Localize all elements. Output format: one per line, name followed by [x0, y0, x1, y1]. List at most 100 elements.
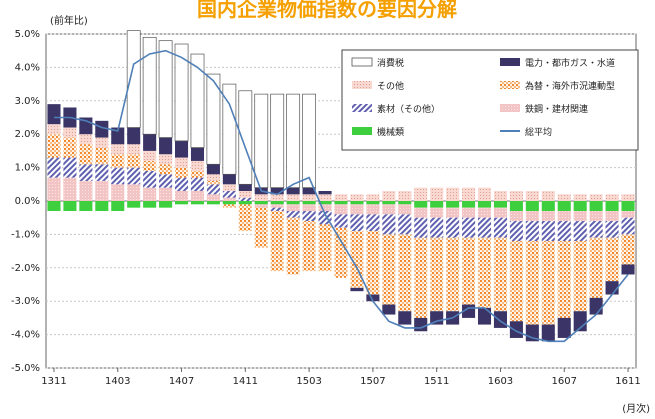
- bar-segment: [573, 241, 587, 312]
- x-tick-label: 1407: [169, 376, 194, 387]
- bar-segment: [605, 221, 619, 238]
- bar-segment: [414, 187, 428, 201]
- bar-segment: [462, 217, 476, 238]
- bar-segment: [366, 194, 380, 201]
- bar-segment: [175, 201, 189, 205]
- bar-segment: [382, 234, 396, 305]
- bar-segment: [175, 140, 189, 158]
- bar-segment: [589, 237, 603, 298]
- bar-segment: [334, 201, 348, 205]
- bar-segment: [47, 201, 61, 212]
- bar-segment: [366, 214, 380, 232]
- bar-segment: [589, 221, 603, 238]
- legend-swatch: [351, 57, 373, 67]
- bar-segment: [621, 211, 635, 218]
- bar-segment: [382, 304, 396, 315]
- bar-segment: [605, 211, 619, 222]
- bar-segment: [174, 43, 189, 142]
- bar-segment: [238, 197, 252, 201]
- bar-segment: [286, 217, 300, 275]
- legend-label: 電力・都市ガス・水道: [525, 57, 615, 69]
- bar-segment: [159, 187, 173, 201]
- bar-segment: [175, 157, 189, 168]
- bar-segment: [126, 30, 141, 128]
- legend-swatch: [352, 127, 372, 135]
- x-tick-label: 1411: [233, 376, 258, 387]
- bar-segment: [111, 201, 125, 212]
- bar-segment: [190, 201, 205, 205]
- series-line-average: [54, 49, 629, 343]
- bar-segment: [127, 167, 141, 185]
- y-tick-label: -3.0%: [11, 296, 40, 307]
- y-tick-label: -1.0%: [11, 229, 40, 240]
- bar-segment: [350, 214, 364, 232]
- bar-segment: [398, 201, 412, 205]
- bar-segment: [47, 157, 61, 178]
- bar-segment: [127, 154, 141, 168]
- chart-title-banner: 国内企業物価指数の要因分解: [0, 0, 655, 20]
- bar-segment: [206, 201, 220, 205]
- legend-swatch: [500, 81, 520, 89]
- y-tick-label: 5.0%: [15, 29, 40, 40]
- bar-segment: [477, 307, 492, 325]
- bar-segment: [414, 207, 428, 218]
- bar-segment: [573, 201, 587, 212]
- bar-segment: [47, 177, 61, 201]
- x-axis-label: (月次): [622, 402, 650, 415]
- bar-segment: [302, 93, 316, 188]
- bar-segment: [509, 221, 523, 242]
- bar-segment: [477, 237, 492, 308]
- legend-label: 機械類: [377, 126, 404, 138]
- bar-segment: [143, 150, 157, 161]
- bar-segment: [302, 187, 316, 195]
- bar-segment: [79, 201, 93, 212]
- bar-segment: [190, 147, 205, 161]
- bar-segment: [605, 201, 619, 212]
- bar-segment: [382, 201, 396, 205]
- bar-segment: [127, 127, 141, 145]
- bar-segment: [477, 217, 492, 238]
- x-tick-label: 1503: [296, 376, 321, 387]
- bar-segment: [270, 187, 284, 195]
- bar-segment: [509, 321, 523, 338]
- bar-segment: [63, 137, 77, 158]
- bar-segment: [366, 294, 380, 302]
- bar-segment: [509, 211, 523, 222]
- bar-segment: [206, 174, 220, 181]
- bar-segment: [509, 241, 523, 322]
- line-layer: [54, 49, 629, 343]
- bar-segment: [334, 194, 348, 201]
- bar-segment: [525, 221, 539, 242]
- bar-segment: [222, 83, 237, 175]
- bar-segment: [605, 237, 619, 282]
- bar-segment: [63, 201, 77, 212]
- bar-segment: [462, 237, 476, 305]
- bar-segment: [222, 190, 236, 198]
- bar-segment: [621, 201, 635, 212]
- bar-segment: [366, 204, 380, 215]
- bar-segment: [382, 204, 396, 215]
- bar-segment: [477, 207, 492, 218]
- bar-segment: [605, 194, 619, 201]
- bar-segment: [238, 90, 253, 185]
- bar-segment: [493, 311, 507, 328]
- bar-segment: [206, 73, 221, 165]
- x-tick-label: 1611: [615, 376, 640, 387]
- bar-segment: [175, 177, 189, 191]
- bar-segment: [430, 207, 444, 218]
- bar-segment: [430, 237, 444, 312]
- y-tick-label: 4.0%: [15, 62, 40, 73]
- bar-segment: [95, 147, 109, 165]
- bar-segment: [462, 207, 476, 218]
- bar-segment: [525, 201, 539, 212]
- bar-segment: [557, 317, 571, 338]
- bar-segment: [254, 93, 269, 188]
- bar-segment: [446, 237, 460, 312]
- bar-segment: [302, 204, 316, 212]
- bar-segment: [493, 190, 507, 201]
- bar-segment: [206, 184, 220, 195]
- bar-segment: [446, 187, 460, 201]
- bar-segment: [79, 164, 93, 181]
- bar-segment: [238, 201, 252, 205]
- bar-segment: [541, 201, 555, 212]
